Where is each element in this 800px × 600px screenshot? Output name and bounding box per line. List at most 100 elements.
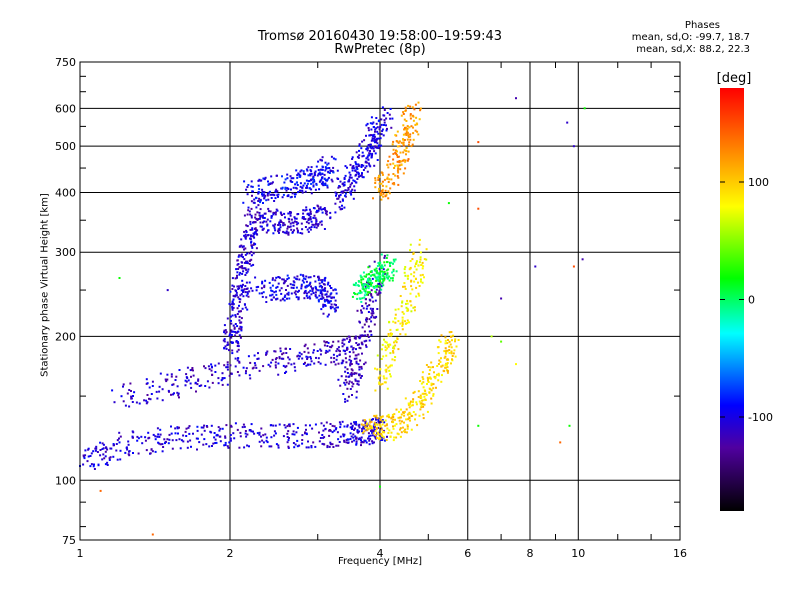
data-point: [254, 243, 257, 246]
data-point: [270, 436, 273, 439]
data-point: [255, 206, 258, 209]
data-point: [119, 435, 122, 438]
data-point: [341, 420, 344, 423]
data-point: [307, 166, 310, 169]
data-point: [377, 176, 380, 179]
data-point: [344, 192, 347, 195]
data-point: [351, 394, 353, 396]
data-point: [115, 449, 118, 452]
data-point: [237, 268, 240, 270]
data-point: [338, 441, 341, 443]
data-point: [388, 279, 391, 282]
data-point: [307, 276, 310, 279]
data-point: [415, 286, 418, 289]
data-point: [378, 277, 381, 279]
data-point: [362, 288, 365, 291]
data-point: [309, 276, 312, 279]
data-point: [292, 280, 295, 283]
data-point: [228, 441, 231, 444]
data-point: [167, 442, 170, 445]
data-point: [379, 383, 382, 386]
data-point: [161, 399, 164, 402]
data-point: [372, 430, 375, 433]
data-point: [272, 193, 275, 196]
data-point: [434, 375, 437, 378]
data-point: [363, 283, 366, 286]
data-point: [403, 282, 406, 285]
data-point: [345, 375, 348, 378]
data-point: [293, 446, 296, 449]
data-point: [365, 275, 367, 278]
data-point: [275, 208, 278, 211]
data-point: [238, 315, 241, 318]
data-point: [354, 379, 357, 382]
data-point: [315, 220, 318, 223]
data-point: [244, 236, 247, 239]
data-point: [422, 405, 425, 408]
data-point: [374, 128, 377, 131]
data-point: [353, 372, 356, 375]
data-point: [126, 448, 129, 451]
data-point: [250, 207, 253, 210]
data-point: [402, 312, 405, 315]
data-point: [306, 358, 309, 360]
data-point: [236, 263, 239, 266]
data-point: [383, 121, 386, 124]
data-point: [368, 318, 371, 321]
data-point: [419, 251, 422, 254]
data-point: [265, 220, 268, 223]
data-point: [262, 434, 265, 437]
data-point: [365, 317, 368, 320]
data-point: [400, 160, 403, 163]
outlier-point: [568, 424, 571, 427]
data-point: [101, 442, 104, 445]
data-point: [252, 235, 255, 238]
data-point: [377, 280, 380, 283]
data-point: [318, 171, 321, 174]
data-point: [355, 437, 358, 440]
data-point: [299, 273, 302, 276]
data-point: [224, 329, 227, 332]
data-point: [412, 253, 415, 255]
data-point: [358, 164, 361, 167]
data-point: [403, 268, 406, 271]
data-point: [402, 143, 405, 145]
data-point: [381, 419, 384, 422]
data-point: [375, 138, 378, 141]
data-point: [451, 358, 453, 361]
data-point: [282, 435, 285, 438]
data-point: [418, 243, 421, 246]
data-point: [425, 394, 428, 396]
data-point: [366, 333, 369, 336]
data-point: [325, 213, 328, 216]
outlier-point: [515, 97, 517, 100]
data-point: [436, 346, 439, 349]
data-point: [375, 122, 378, 125]
data-point: [420, 404, 423, 407]
data-point: [277, 193, 280, 196]
colorbar-tick-label: 0: [748, 294, 755, 307]
data-point: [407, 143, 410, 146]
data-point: [243, 261, 246, 264]
data-point: [310, 188, 313, 191]
data-point: [364, 361, 367, 364]
data-point: [319, 353, 322, 356]
data-point: [273, 200, 276, 202]
data-point: [366, 279, 369, 282]
data-point: [343, 425, 346, 428]
data-point: [347, 441, 350, 444]
data-point: [393, 347, 396, 350]
data-point: [361, 155, 364, 158]
data-point: [358, 297, 361, 300]
data-point: [339, 185, 342, 188]
data-point: [362, 271, 365, 274]
data-point: [398, 419, 401, 422]
data-point: [161, 450, 164, 453]
data-point: [138, 402, 141, 405]
data-point: [398, 160, 401, 162]
data-point: [357, 353, 360, 356]
data-point: [244, 253, 247, 256]
data-point: [366, 146, 369, 149]
data-point: [402, 141, 405, 144]
data-point: [295, 221, 298, 223]
